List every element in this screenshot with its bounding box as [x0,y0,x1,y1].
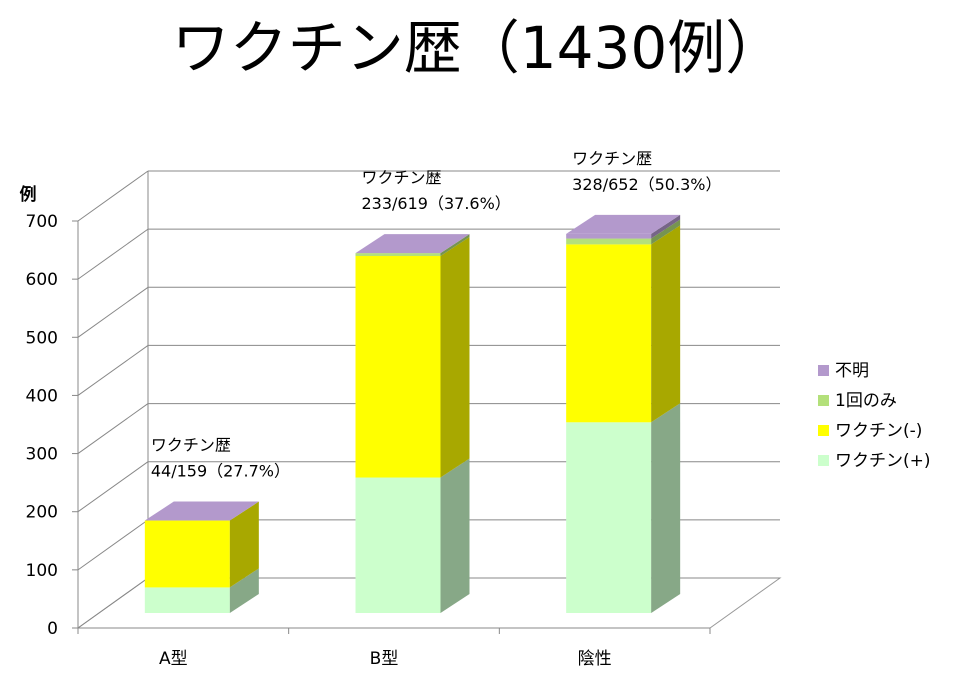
page-title: ワクチン歴（1430例） [171,14,784,82]
bar-annotation-line2: 328/652（50.3%） [572,175,721,194]
y-tick-label: 200 [26,503,58,523]
y-tick-label: 100 [26,561,58,581]
bar-front [566,244,652,423]
y-tick-label: 300 [26,445,58,465]
y-axis-label: 例 [20,184,37,205]
bar-front [566,233,652,239]
gridline-side [77,286,149,338]
bar-segment [144,568,259,613]
chart-labels: 0 100 200 300 400 500 600 700 例 A型 ワクチン歴 44/159（27.… [20,149,722,669]
bar-side [651,225,681,423]
bar-side [440,234,470,257]
bar-annotation-line1: ワクチン歴 [362,168,442,187]
bar-side [651,219,681,245]
bar-side [651,403,681,613]
bar-top [144,501,259,521]
bar-side [651,214,681,239]
legend-swatch [818,455,829,466]
y-tick-label: 600 [26,270,58,290]
bar-front [355,477,441,613]
gridline-side [77,345,149,396]
legend-label: ワクチン(+) [835,451,931,471]
bar-top [355,234,470,254]
bar-annotation-line1: ワクチン歴 [151,436,231,455]
y-tick-label: 400 [26,386,58,406]
x-category-label: B型 [370,649,399,669]
bar-front [355,253,441,257]
chart-bars [144,214,681,613]
bar-segment [144,501,259,588]
legend-swatch [818,365,829,376]
legend-label: ワクチン(-) [835,421,922,441]
bar-side [229,501,259,588]
x-category-label: 陰性 [578,649,612,669]
legend-swatch [818,425,829,436]
bar-segment [566,214,681,239]
legend-item: 不明 [818,361,869,381]
bar-front [566,238,652,245]
gridline-side [77,577,149,629]
bar-front [144,587,230,613]
bar-side [229,568,259,613]
bar-annotation-line2: 44/159（27.7%） [151,462,290,481]
bar-segment [355,237,470,478]
bar-front [144,520,230,588]
gridline-side [77,170,149,222]
bar-segment [566,225,681,423]
legend-label: 1回のみ [835,391,897,411]
y-tick-label: 500 [26,328,58,348]
bar-segment [355,234,470,257]
bar-annotation-line2: 233/619（37.6%） [362,194,511,213]
gridline-side [77,403,149,454]
y-tick-label: 700 [26,212,58,232]
legend-item: ワクチン(-) [818,421,922,441]
x-category-label: A型 [159,649,188,669]
bar-segment [566,219,681,245]
gridline-side [77,461,149,513]
bar-annotation-line1: ワクチン歴 [572,149,652,168]
bar-top [566,214,681,234]
legend-swatch [818,395,829,406]
bar-side [440,237,470,478]
bar-front [355,256,441,478]
gridline-side [77,519,149,571]
bar-front [566,422,652,613]
legend-label: 不明 [835,361,869,381]
bar-segment [355,458,470,613]
legend-item: 1回のみ [818,391,897,411]
y-tick-label: 0 [47,619,58,639]
legend-item: ワクチン(+) [818,451,931,471]
chart-axes [72,220,711,634]
bar-segment [566,403,681,613]
bar-side [440,458,470,613]
gridline-side [77,228,149,280]
